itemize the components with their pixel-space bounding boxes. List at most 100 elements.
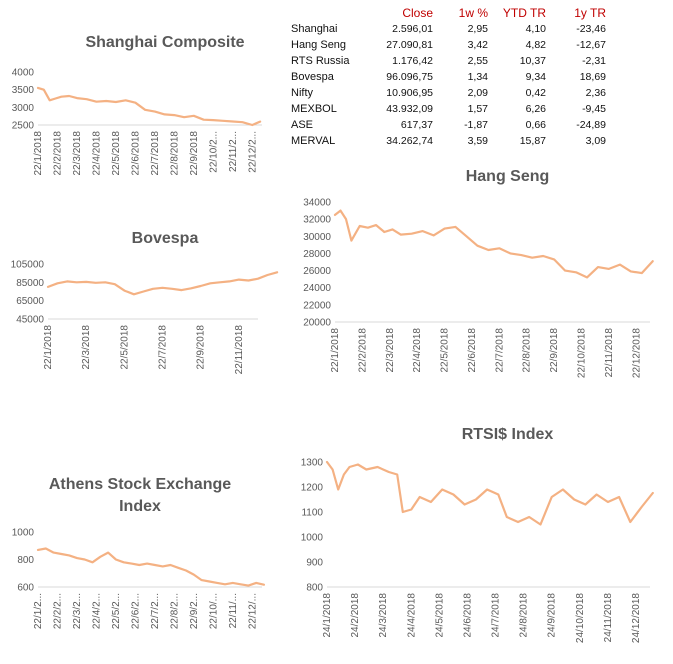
table-cell: 10,37 (519, 55, 546, 67)
x-tick-label: 24/3/2018 (378, 593, 389, 638)
x-tick-label: 24/1/2018 (322, 593, 333, 638)
y-tick-label: 34000 (303, 198, 331, 209)
series-line (333, 209, 654, 279)
y-tick-label: 22000 (303, 300, 331, 311)
table-cell: Nifty (291, 87, 313, 99)
table-cell: 6,26 (525, 103, 546, 115)
table-cell: 3,59 (467, 135, 488, 147)
x-tick-label: 24/6/2018 (462, 593, 473, 638)
table-cell: -23,46 (576, 23, 606, 35)
x-tick-label: 22/6/2018 (467, 328, 478, 373)
x-tick-label: 22/7/2018 (158, 325, 169, 370)
y-tick-label: 1100 (301, 508, 323, 519)
x-tick-label: 22/12/... (247, 593, 258, 629)
x-tick-label: 22/9/2018 (549, 328, 560, 373)
rts-chart: RTSI$ Index 800 900 1000 1100 1200 1300 24/1/2… (285, 420, 670, 660)
table-header: 1y TR (574, 6, 606, 20)
table-cell: 10.906,95 (386, 87, 433, 99)
bovespa-plot: 45000 65000 85000 105000 22/1/2018 22/3/2018 2… (11, 260, 279, 375)
table-header-row: Close 1w % YTD TR 1y TR (291, 4, 606, 21)
y-tick-label: 20000 (303, 318, 331, 329)
y-tick-label: 26000 (303, 266, 331, 277)
x-tick-label: 24/9/2018 (547, 593, 558, 638)
y-tick-label: 1000 (12, 528, 35, 539)
table-cell: 1,57 (467, 103, 488, 115)
table-header (291, 4, 369, 21)
x-tick-label: 22/11/... (228, 593, 239, 628)
x-tick-label: 22/1/2018 (330, 328, 341, 373)
x-tick-label: 22/1/2018 (33, 131, 44, 176)
x-tick-label: 24/2/2018 (350, 593, 361, 638)
y-tick-label: 3500 (12, 85, 35, 96)
x-tick-label: 22/8/2... (169, 593, 180, 629)
chart-title: Shanghai Composite (85, 34, 245, 51)
x-tick-label: 24/12/2018 (631, 593, 642, 643)
shanghai-chart: Shanghai Composite 2500 3000 3500 4000 22/1/… (0, 28, 270, 218)
table-cell: 2.596,01 (392, 23, 433, 35)
chart-title: Bovespa (131, 230, 199, 247)
table-cell: 15,87 (519, 135, 546, 147)
table-cell: 27.090,81 (386, 39, 433, 51)
y-tick-label: 45000 (16, 315, 44, 326)
x-tick-label: 22/8/2018 (522, 328, 533, 373)
table-cell: 3,42 (467, 39, 488, 51)
table-cell: -12,67 (576, 39, 606, 51)
table-cell: 2,55 (467, 55, 488, 67)
y-tick-label: 1200 (301, 483, 324, 494)
table-cell: 617,37 (400, 119, 433, 131)
bovespa-chart: Bovespa 45000 65000 85000 105000 22/1/2018 22… (0, 222, 279, 392)
x-tick-label: 22/11/2018 (604, 328, 615, 378)
hangseng-plot: 20000 22000 24000 26000 28000 30000 32000 34000… (303, 198, 654, 378)
y-tick-label: 800 (306, 583, 323, 594)
x-tick-label: 22/10/2... (208, 131, 219, 173)
y-tick-label: 24000 (303, 283, 331, 294)
table-cell: Hang Seng (291, 39, 347, 51)
x-tick-label: 22/12/2... (247, 131, 258, 173)
table-row: Nifty 10.906,95 2,09 0,42 2,36 (291, 85, 606, 101)
x-tick-label: 22/7/2018 (494, 328, 505, 373)
table-cell: 1,34 (467, 71, 488, 83)
x-tick-label: 22/10/2018 (577, 328, 588, 378)
table-cell: 4,82 (525, 39, 546, 51)
y-tick-label: 1300 (301, 458, 324, 469)
y-tick-label: 800 (17, 555, 34, 566)
table-row: RTS Russia 1.176,42 2,55 10,37 -2,31 (291, 53, 606, 69)
x-tick-label: 22/9/2... (189, 593, 200, 629)
x-tick-label: 22/11/2018 (234, 325, 245, 375)
x-tick-label: 24/8/2018 (519, 593, 530, 638)
series-line (46, 271, 279, 296)
y-tick-label: 32000 (303, 215, 331, 226)
x-tick-label: 24/4/2018 (406, 593, 417, 638)
table-cell: 2,09 (467, 87, 488, 99)
x-tick-label: 22/2/2018 (357, 328, 368, 373)
x-tick-label: 22/12/2018 (631, 328, 642, 378)
table-cell: -24,89 (576, 119, 606, 131)
x-tick-label: 24/11/2018 (603, 593, 614, 643)
x-tick-label: 22/2/2018 (52, 131, 63, 176)
x-tick-label: 22/3/2018 (72, 131, 83, 176)
table-cell: 43.932,09 (386, 103, 433, 115)
y-tick-label: 2500 (12, 121, 35, 132)
chart-title: Hang Seng (465, 168, 550, 185)
table-cell: 1.176,42 (392, 55, 433, 67)
y-tick-label: 65000 (16, 296, 44, 307)
table-cell: MEXBOL (291, 103, 337, 115)
y-tick-label: 4000 (12, 68, 35, 79)
series-line (36, 547, 265, 587)
chart-title: RTSI$ Index (461, 426, 554, 443)
x-tick-label: 24/5/2018 (434, 593, 445, 638)
table-header: 1w % (458, 6, 488, 20)
x-tick-label: 22/11/2... (228, 131, 239, 172)
ase-chart: Athens Stock Exchange Index 600 800 1000 22… (0, 470, 270, 660)
chart-title: Athens Stock Exchange Index (48, 476, 232, 515)
table-cell: 18,69 (579, 71, 606, 83)
x-tick-label: 22/3/2... (72, 593, 83, 629)
x-tick-label: 22/8/2018 (169, 131, 180, 176)
y-tick-label: 105000 (11, 260, 45, 271)
y-tick-label: 85000 (16, 278, 44, 289)
x-tick-label: 22/3/2018 (81, 325, 92, 370)
x-tick-label: 22/5/2018 (111, 131, 122, 176)
table-cell: MERVAL (291, 135, 336, 147)
table-cell: Bovespa (291, 71, 334, 83)
table-header: Close (402, 6, 433, 20)
